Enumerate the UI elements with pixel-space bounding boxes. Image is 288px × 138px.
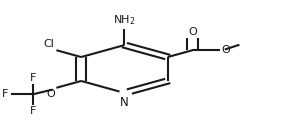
Text: F: F xyxy=(30,106,36,116)
Text: F: F xyxy=(30,73,36,83)
Text: NH$_2$: NH$_2$ xyxy=(113,13,136,27)
Text: O: O xyxy=(188,26,197,37)
Text: Cl: Cl xyxy=(43,39,54,49)
Text: F: F xyxy=(2,89,9,99)
Text: O: O xyxy=(221,45,230,55)
Text: N: N xyxy=(120,96,129,109)
Text: O: O xyxy=(46,89,55,99)
